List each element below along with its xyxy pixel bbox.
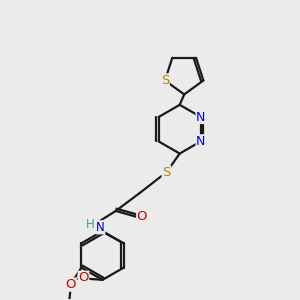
Text: O: O <box>78 271 89 284</box>
Text: N: N <box>196 110 206 124</box>
Text: H: H <box>86 218 95 231</box>
Text: S: S <box>162 166 170 179</box>
Text: N: N <box>196 135 206 148</box>
Text: O: O <box>137 210 147 224</box>
Text: N: N <box>96 221 105 234</box>
Text: S: S <box>161 74 169 87</box>
Text: O: O <box>66 278 76 291</box>
